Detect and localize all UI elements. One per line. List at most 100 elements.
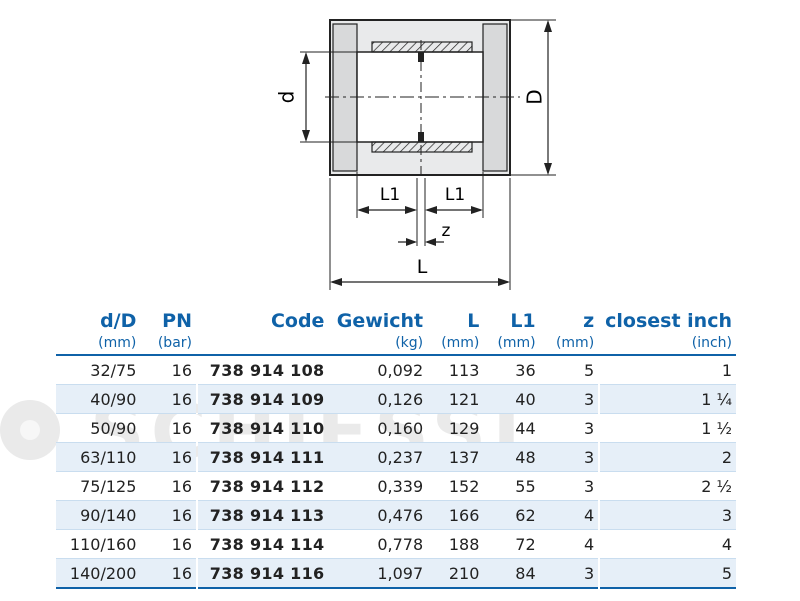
D-arrow-bottom: [544, 163, 552, 175]
column-gap: [598, 385, 601, 414]
table-row-code: 738 914 110: [198, 414, 329, 443]
bottom-stop: [418, 132, 424, 142]
table-row-inch: 3: [600, 501, 736, 530]
column-gap: [598, 332, 601, 356]
L-label: L: [417, 256, 428, 278]
table-row-pn: 16: [140, 559, 196, 589]
table-row-dd: 90/140: [56, 501, 141, 530]
table-row-inch: 2: [600, 443, 736, 472]
L1-left-arrow-b: [405, 206, 417, 214]
table-row-inch: 4: [600, 530, 736, 559]
table-row-l: 121: [427, 385, 484, 414]
table-row-inch: 1 ½: [600, 414, 736, 443]
unit-row-pn: (bar): [140, 332, 196, 356]
table-row-weight: 1,097: [328, 559, 428, 589]
unit-row-dd: (mm): [56, 332, 141, 356]
table-row-code: 738 914 109: [198, 385, 329, 414]
table-row-l: 188: [427, 530, 484, 559]
table-row-z: 3: [539, 414, 599, 443]
table-row-dd: 40/90: [56, 385, 141, 414]
column-gap: [598, 414, 601, 443]
column-gap: [598, 472, 601, 501]
table-row-z: 3: [539, 385, 599, 414]
table-row-pn: 16: [140, 530, 196, 559]
fitting-technical-drawing: d D L1 L1 z L: [275, 19, 556, 290]
table-row-inch: 1 ¼: [600, 385, 736, 414]
D-arrow-top: [544, 20, 552, 32]
table-row-l: 152: [427, 472, 484, 501]
header-row-z: z: [583, 310, 595, 332]
table-row: 90/140 16 738 914 113 0,476 166 62 4 3: [56, 501, 736, 530]
table-row-inch: 2 ½: [600, 472, 736, 501]
bottom-heating-coil: [371, 141, 473, 153]
L1-right-arrow-a: [425, 206, 437, 214]
d-label: d: [275, 91, 299, 104]
table-row: 110/160 16 738 914 114 0,778 188 72 4 4: [56, 530, 736, 559]
table-row-l: 137: [427, 443, 484, 472]
L-arrow-right: [498, 278, 510, 286]
L1-left-arrow-a: [357, 206, 369, 214]
table-row-z: 3: [539, 472, 599, 501]
table-row-weight: 0,160: [328, 414, 428, 443]
table-row: 32/75 16 738 914 108 0,092 113 36 5 1: [56, 356, 736, 385]
column-gap: [598, 530, 601, 559]
table-row-pn: 16: [140, 414, 196, 443]
unit-row-l: (mm): [427, 332, 484, 356]
table-row-code: 738 914 113: [198, 501, 329, 530]
unit-row-code: [198, 332, 329, 356]
table-row-pn: 16: [140, 356, 196, 385]
table-row-dd: 32/75: [56, 356, 141, 385]
column-gap: [196, 332, 199, 356]
table-row-l1: 72: [483, 530, 540, 559]
L1-left-label: L1: [380, 185, 400, 205]
column-gap: [196, 530, 199, 559]
header-row-inch: closest inch: [605, 310, 732, 332]
table-row: 75/125 16 738 914 112 0,339 152 55 3 2 ½: [56, 472, 736, 501]
table-row-l1: 84: [483, 559, 540, 589]
column-gap: [196, 414, 199, 443]
D-label: D: [523, 89, 547, 104]
table-row-weight: 0,126: [328, 385, 428, 414]
table-row-z: 3: [539, 443, 599, 472]
unit-row-inch: (inch): [600, 332, 736, 356]
column-gap: [196, 356, 199, 385]
table-row-dd: 63/110: [56, 443, 141, 472]
table-row-l: 129: [427, 414, 484, 443]
table-row-inch: 5: [600, 559, 736, 589]
d-arrow-top: [302, 52, 310, 64]
table-row-code: 738 914 114: [198, 530, 329, 559]
column-gap: [598, 356, 601, 385]
column-gap: [196, 385, 199, 414]
column-gap: [196, 501, 199, 530]
table-row-code: 738 914 111: [198, 443, 329, 472]
unit-row: (mm) (bar) (kg) (mm) (mm) (mm) (inch): [56, 332, 736, 356]
specification-table: d/D PN Code Gewicht L L1 z closest inch (mm) (bar…: [56, 302, 736, 589]
column-gap: [598, 443, 601, 472]
table-row-z: 3: [539, 559, 599, 589]
table-row-dd: 50/90: [56, 414, 141, 443]
L-arrow-left: [330, 278, 342, 286]
table-row-code: 738 914 116: [198, 559, 329, 589]
table-row-code: 738 914 108: [198, 356, 329, 385]
header-row-weight: Gewicht: [336, 310, 424, 332]
column-gap: [598, 501, 601, 530]
table-row-pn: 16: [140, 501, 196, 530]
column-gap: [196, 472, 199, 501]
table-row-z: 4: [539, 501, 599, 530]
header-row: d/D PN Code Gewicht L L1 z closest inch: [56, 302, 736, 332]
table-row-pn: 16: [140, 443, 196, 472]
watermark-emblem-center: [20, 420, 40, 440]
table-row-l1: 55: [483, 472, 540, 501]
unit-row-z: (mm): [539, 332, 599, 356]
z-label: z: [442, 221, 451, 241]
table-row-l: 166: [427, 501, 484, 530]
table-row-inch: 1: [600, 356, 736, 385]
table-row-dd: 140/200: [56, 559, 141, 589]
table-row-weight: 0,237: [328, 443, 428, 472]
table-row-weight: 0,339: [328, 472, 428, 501]
table-row-pn: 16: [140, 385, 196, 414]
column-gap: [196, 559, 199, 589]
table-row-pn: 16: [140, 472, 196, 501]
table-row-dd: 75/125: [56, 472, 141, 501]
table-row-l: 210: [427, 559, 484, 589]
